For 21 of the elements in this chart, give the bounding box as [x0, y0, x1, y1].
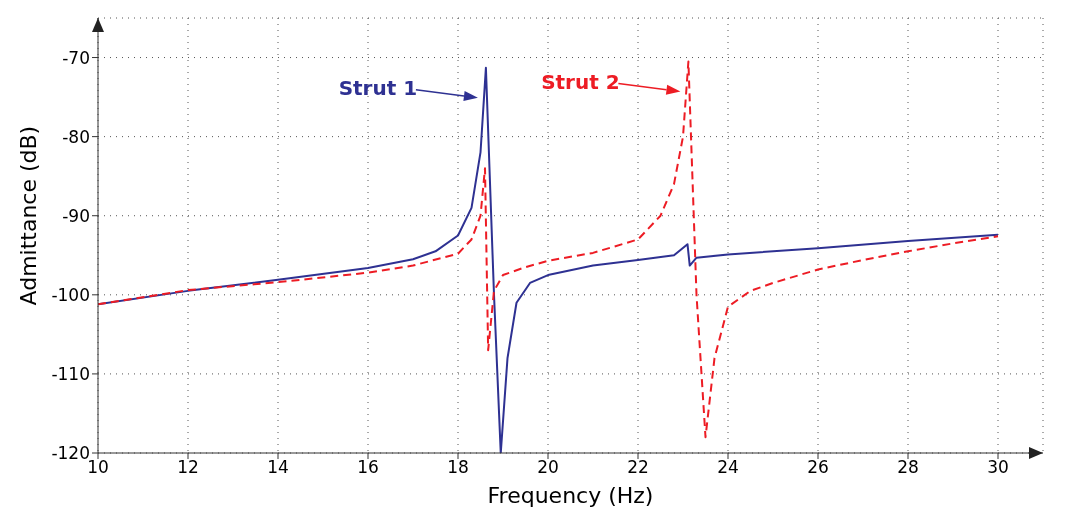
x-tick-label: 12 [177, 457, 199, 478]
x-tick-label: 26 [807, 457, 829, 478]
x-tick-label: 22 [627, 457, 649, 478]
x-tick-label: 20 [537, 457, 559, 478]
y-tick-label: -90 [62, 205, 90, 226]
annotation: Strut 2 [541, 70, 620, 94]
x-tick-label: 30 [987, 457, 1009, 478]
x-axis-title: Frequency (Hz) [487, 483, 654, 508]
y-tick-label: -120 [51, 443, 90, 464]
x-tick-label: 14 [267, 457, 289, 478]
y-axis-title: Admittance (dB) [15, 125, 41, 306]
x-tick-label: 16 [357, 457, 379, 478]
y-tick-label: -110 [51, 363, 90, 384]
y-tick-label: -70 [62, 47, 90, 68]
y-tick-label: -100 [51, 284, 90, 305]
x-tick-label: 18 [447, 457, 469, 478]
x-tick-label: 24 [717, 457, 739, 478]
y-tick-label: -80 [62, 126, 90, 147]
x-tick-label: 10 [87, 457, 109, 478]
annotation: Strut 1 [338, 76, 418, 101]
x-tick-label: 28 [897, 457, 919, 478]
